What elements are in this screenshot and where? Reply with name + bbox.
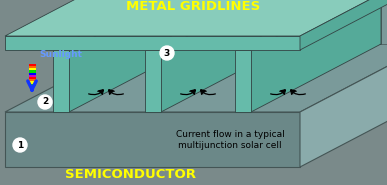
Polygon shape (5, 44, 387, 112)
Polygon shape (235, 0, 381, 50)
Polygon shape (69, 0, 199, 112)
Polygon shape (5, 0, 387, 36)
Bar (29, 66, 36, 68)
Bar (29, 75, 36, 77)
Polygon shape (5, 36, 300, 50)
Circle shape (160, 46, 174, 60)
Bar (29, 68, 36, 71)
Bar (29, 70, 36, 73)
Bar (29, 83, 36, 86)
Polygon shape (251, 0, 381, 112)
Polygon shape (365, 0, 381, 44)
Bar (29, 81, 36, 84)
Circle shape (13, 138, 27, 152)
Bar (29, 79, 36, 82)
Polygon shape (183, 0, 199, 44)
Polygon shape (5, 112, 300, 167)
Circle shape (38, 95, 52, 109)
Polygon shape (161, 0, 291, 112)
Text: SEMICONDUCTOR: SEMICONDUCTOR (65, 169, 195, 181)
Polygon shape (300, 0, 387, 50)
Bar (29, 64, 36, 66)
Polygon shape (300, 44, 387, 167)
Text: Sunlight: Sunlight (39, 50, 82, 59)
Polygon shape (145, 0, 291, 50)
Polygon shape (199, 0, 275, 44)
Polygon shape (381, 0, 387, 44)
Bar (29, 77, 36, 79)
Text: Current flow in a typical
multijunction solar cell: Current flow in a typical multijunction … (176, 130, 284, 150)
Polygon shape (53, 50, 69, 112)
Polygon shape (145, 50, 161, 112)
Polygon shape (235, 50, 251, 112)
Polygon shape (275, 0, 291, 44)
Text: 3: 3 (164, 48, 170, 58)
Text: METAL GRIDLINES: METAL GRIDLINES (126, 1, 260, 14)
Polygon shape (53, 0, 199, 50)
Polygon shape (135, 0, 183, 44)
Polygon shape (291, 0, 365, 44)
Text: 1: 1 (17, 140, 23, 149)
Text: 2: 2 (42, 97, 48, 107)
Bar (29, 73, 36, 75)
